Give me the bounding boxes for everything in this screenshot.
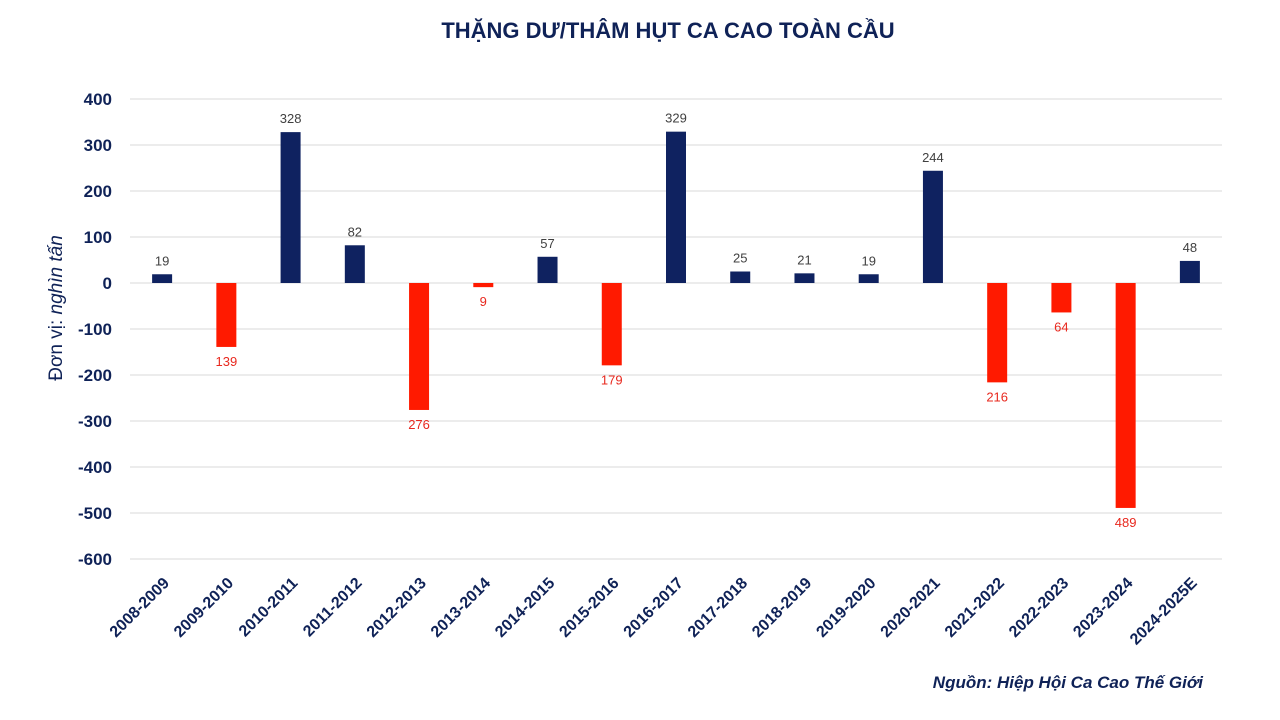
- bar-2011-2012: [344, 245, 365, 283]
- data-label: 19: [155, 253, 169, 268]
- data-label: 82: [348, 224, 362, 239]
- x-tick-label: 2016-2017: [621, 575, 687, 641]
- bar-2009-2010: [216, 283, 237, 347]
- y-tick-label: -400: [78, 458, 112, 477]
- x-tick-label: 2015-2016: [556, 575, 622, 641]
- y-tick-label: -600: [78, 550, 112, 569]
- bar-2018-2019: [794, 273, 815, 283]
- y-tick-label: 0: [103, 274, 112, 293]
- y-tick-label: 300: [84, 136, 112, 155]
- bar-2008-2009: [152, 274, 173, 283]
- data-label: 64: [1054, 319, 1068, 334]
- bar-2015-2016: [601, 283, 622, 366]
- y-tick-label: -200: [78, 366, 112, 385]
- bar-2014-2015: [537, 256, 558, 283]
- bar-2012-2013: [409, 283, 430, 410]
- data-label: 57: [540, 236, 554, 251]
- data-label: 179: [601, 372, 623, 387]
- data-label: 19: [861, 253, 875, 268]
- x-tick-label: 2019-2020: [813, 575, 879, 641]
- data-label: 328: [280, 111, 302, 126]
- x-tick-label: 2023-2024: [1070, 575, 1136, 641]
- y-tick-label: -300: [78, 412, 112, 431]
- bar-2022-2023: [1051, 283, 1072, 313]
- x-tick-label: 2021-2022: [942, 575, 1008, 641]
- data-label: 329: [665, 111, 687, 126]
- x-tick-label: 2024-2025E: [1127, 575, 1201, 649]
- bars: [152, 131, 1200, 508]
- y-tick-label: -100: [78, 320, 112, 339]
- x-axis-ticks: 2008-20092009-20102010-20112011-20122012…: [107, 575, 1201, 649]
- data-label: 244: [922, 150, 944, 165]
- chart-title: THẶNG DƯ/THÂM HỤT CA CAO TOÀN CẦU: [441, 18, 894, 43]
- x-tick-label: 2022-2023: [1006, 575, 1072, 641]
- x-tick-label: 2010-2011: [236, 575, 302, 641]
- bar-2017-2018: [730, 271, 751, 283]
- y-axis-label-unit: nghìn tấn: [46, 235, 67, 314]
- y-axis-label: Đơn vị: nghìn tấn: [46, 235, 67, 381]
- data-label: 9: [480, 294, 487, 309]
- bar-2024-2025E: [1179, 260, 1200, 283]
- data-label: 139: [216, 354, 238, 369]
- data-label: 216: [986, 389, 1008, 404]
- y-axis-ticks: 400 300 200 100 0 -100 -200 -300 -400 -500 -600: [78, 90, 112, 569]
- data-label: 276: [408, 417, 430, 432]
- x-tick-label: 2012-2013: [364, 575, 430, 641]
- x-tick-label: 2011-2012: [300, 575, 366, 641]
- data-label: 25: [733, 251, 747, 266]
- data-label: 21: [797, 252, 811, 267]
- data-label: 489: [1115, 515, 1137, 530]
- bar-2016-2017: [666, 131, 686, 283]
- y-axis-label-prefix: Đơn vị:: [46, 314, 67, 380]
- bar-2020-2021: [922, 170, 943, 283]
- x-tick-label: 2017-2018: [685, 575, 751, 641]
- source-note: Nguồn: Hiệp Hội Ca Cao Thế Giới: [933, 673, 1204, 692]
- bar-2019-2020: [858, 274, 879, 283]
- y-tick-label: 400: [84, 90, 112, 109]
- y-tick-label: 100: [84, 228, 112, 247]
- x-tick-label: 2013-2014: [428, 575, 494, 641]
- bar-2021-2022: [987, 283, 1008, 383]
- bar-2010-2011: [280, 132, 301, 283]
- y-tick-label: -500: [78, 504, 112, 523]
- x-tick-label: 2018-2019: [749, 575, 815, 641]
- x-tick-label: 2014-2015: [492, 575, 558, 641]
- x-tick-label: 2020-2021: [878, 575, 944, 641]
- data-labels: 19 139 328 82 276 9 57 179 329 25 21 19 244 216 64 489 4…: [155, 111, 1197, 530]
- x-tick-label: 2008-2009: [107, 575, 173, 641]
- x-tick-label: 2009-2010: [171, 575, 237, 641]
- bar-2013-2014: [473, 283, 494, 288]
- data-label: 48: [1183, 240, 1197, 255]
- bar-2023-2024: [1115, 283, 1136, 508]
- y-tick-label: 200: [84, 182, 112, 201]
